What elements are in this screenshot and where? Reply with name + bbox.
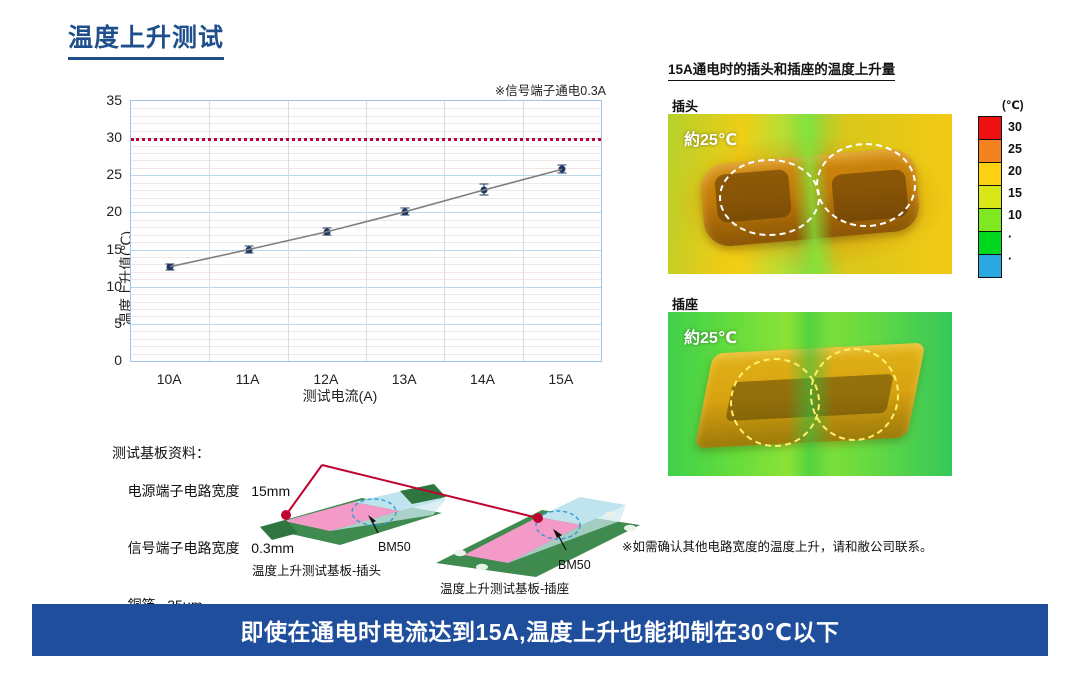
color-scale-bar: [978, 116, 1002, 278]
thermal-image-plug: 約25℃: [668, 114, 952, 274]
y-axis-tick: 0: [114, 352, 122, 368]
color-swatch: [979, 232, 1001, 255]
y-axis-tick: 25: [106, 166, 122, 183]
color-scale-tick: 15: [1008, 186, 1022, 200]
error-bar-cap: [557, 164, 567, 166]
x-axis-label: 测试电流(A): [302, 388, 378, 404]
pcb-board-socket: [436, 497, 640, 577]
x-axis-tick: 15A: [548, 371, 574, 387]
data-point: [558, 165, 566, 173]
data-point: [245, 246, 252, 254]
substrate-heading: 测试基板资料：: [112, 445, 210, 461]
color-scale-tick: 20: [1008, 164, 1022, 178]
x-axis-tick: 11A: [235, 371, 260, 387]
chart-plot-area: [130, 100, 602, 362]
temperature-rise-chart: ※信号端子通电0.3A 温度上升值(℃) 0 5 10 15 20 25 30 35 10A 11…: [60, 78, 620, 438]
substrate-row-0: 电源端子电路宽度 15mm: [112, 463, 294, 520]
y-axis-tick: 5: [114, 314, 122, 331]
y-axis-tick: 15: [106, 240, 122, 257]
y-axis-tick: 30: [106, 129, 122, 146]
data-point: [401, 208, 409, 216]
substrate-row-0-label: 电源端子电路宽度: [127, 483, 240, 499]
bm50-label-plug: BM50: [378, 540, 411, 554]
socket-highlight-ellipse-1: [730, 357, 820, 448]
color-swatch: [979, 163, 1001, 186]
substrate-info: 测试基板资料： 电源端子电路宽度 15mm 信号端子电路宽度 0.3mm 銅箔 …: [112, 444, 294, 634]
thermal-socket-label: 插座: [672, 297, 699, 312]
bm50-label-socket: BM50: [558, 558, 591, 572]
x-axis-tick: 13A: [391, 371, 417, 387]
plug-temp-annotation: 約25℃: [684, 132, 738, 149]
color-scale-tick: 30: [1008, 120, 1022, 134]
chart-plot-wrapper: 温度上升值(℃) 0 5 10 15 20 25 30 35 10A 11A 12A 13A 14A 15…: [106, 92, 602, 387]
substrate-row-1-value: 0.3mm: [251, 540, 295, 556]
substrate-row-1-label: 信号端子电路宽度: [127, 540, 240, 556]
plug-highlight-ellipse-2: [815, 142, 917, 227]
plug-highlight-ellipse-1: [719, 158, 820, 237]
data-point: [323, 228, 331, 236]
color-swatch: [979, 186, 1001, 209]
x-axis-tick: 12A: [313, 371, 339, 387]
substrate-row-1: 信号端子电路宽度 0.3mm: [112, 520, 294, 577]
error-bar-cap: [479, 194, 488, 196]
data-point: [480, 186, 487, 194]
x-axis-tick: 14A: [470, 371, 495, 387]
color-swatch: [979, 117, 1001, 140]
y-axis-tick: 35: [106, 92, 122, 108]
color-swatch: [979, 209, 1001, 232]
thermal-section-heading: 15A通电时的插头和插座的温度上升量: [668, 58, 896, 81]
thermal-image-socket: 約25℃: [668, 312, 952, 476]
color-scale-unit: (℃): [1002, 100, 1024, 112]
color-scale-tick: ·: [1008, 252, 1013, 266]
data-point: [166, 263, 174, 271]
summary-banner: 即使在通电时电流达到15A,温度上升也能抑制在30℃以下: [32, 604, 1048, 656]
x-axis-tick: 10A: [156, 371, 182, 387]
pcb-illustrations: [260, 464, 640, 577]
error-bar-cap: [479, 183, 488, 185]
color-scale-tick: 10: [1008, 208, 1022, 222]
socket-temp-annotation: 約25℃: [684, 330, 738, 347]
pcb-caption-plug: 温度上升测试基板-插头: [252, 564, 382, 578]
chart-note: ※信号端子通电0.3A: [494, 84, 606, 98]
thermal-plug-label: 插头: [672, 99, 699, 114]
substrate-note: ※如需确认其他电路宽度的温度上升，请和敝公司联系。: [622, 540, 933, 554]
y-axis-tick: 10: [106, 277, 122, 294]
color-scale-tick: ·: [1008, 230, 1013, 244]
color-swatch: [979, 255, 1001, 277]
color-scale-tick: 25: [1008, 142, 1022, 156]
y-axis-tick: 20: [106, 203, 122, 220]
socket-highlight-ellipse-2: [810, 348, 900, 441]
color-swatch: [979, 140, 1001, 163]
substrate-row-0-value: 15mm: [251, 483, 291, 499]
pcb-leader-lines: [281, 464, 543, 523]
pcb-board-plug: [260, 484, 446, 545]
threshold-line: [131, 138, 601, 142]
pcb-caption-socket: 温度上升测试基板-插座: [440, 582, 570, 596]
page-title: 温度上升测试: [68, 18, 225, 60]
